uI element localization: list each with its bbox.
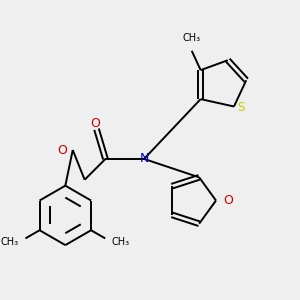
Text: S: S <box>238 101 245 115</box>
Text: CH₃: CH₃ <box>112 237 130 247</box>
Text: O: O <box>224 194 233 207</box>
Text: CH₃: CH₃ <box>183 33 201 43</box>
Text: N: N <box>140 152 149 165</box>
Text: CH₃: CH₃ <box>1 237 19 247</box>
Text: O: O <box>90 117 100 130</box>
Text: O: O <box>57 143 67 157</box>
